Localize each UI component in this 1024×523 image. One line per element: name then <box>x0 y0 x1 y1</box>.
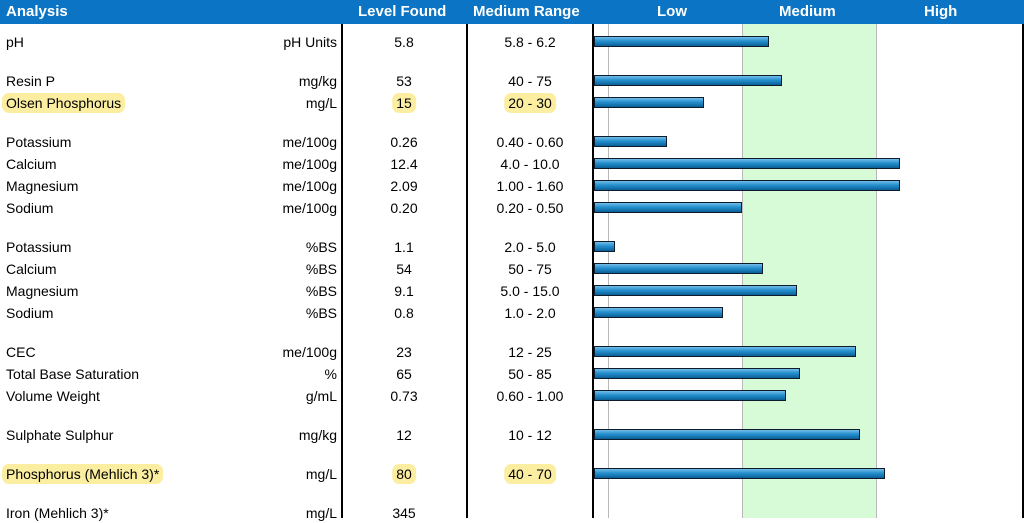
level-found-value: 1.1 <box>394 239 414 255</box>
analysis-name: Calcium <box>6 261 57 277</box>
medium-range-value: 12 - 25 <box>508 344 552 360</box>
medium-range-value: 5.0 - 15.0 <box>500 283 560 299</box>
analysis-name: pH <box>6 34 24 50</box>
medium-range-value: 40 - 70 <box>504 464 556 484</box>
unit-label: mg/kg <box>298 427 337 443</box>
level-found-value: 345 <box>392 505 416 521</box>
column-divider-level <box>466 24 468 518</box>
unit-label: me/100g <box>282 134 337 150</box>
unit-label: g/mL <box>305 388 337 404</box>
unit-label: %BS <box>305 283 337 299</box>
analysis-name: Calcium <box>6 156 57 172</box>
level-bar <box>594 263 764 274</box>
level-bar <box>594 285 797 296</box>
level-bar <box>594 136 667 147</box>
chart-right-edge <box>1022 24 1024 518</box>
level-bar <box>594 429 860 440</box>
table-header: Analysis Level Found Medium Range Low Me… <box>0 0 1024 24</box>
analysis-name: Potassium <box>6 239 72 255</box>
analysis-name: Iron (Mehlich 3)* <box>6 505 109 521</box>
level-found-value: 5.8 <box>394 34 414 50</box>
level-bar <box>594 202 742 213</box>
analysis-name: Phosphorus (Mehlich 3)* <box>2 464 164 484</box>
medium-range-value: 4.0 - 10.0 <box>500 156 560 172</box>
analysis-name: Total Base Saturation <box>6 366 140 382</box>
unit-label: pH Units <box>283 34 337 50</box>
unit-label: me/100g <box>282 344 337 360</box>
level-found-value: 80 <box>392 464 416 484</box>
medium-range-value: 0.20 - 0.50 <box>496 200 564 216</box>
analysis-name: Potassium <box>6 134 72 150</box>
level-bar <box>594 241 615 252</box>
analysis-name: CEC <box>6 344 36 360</box>
medium-range-value: 20 - 30 <box>504 93 556 113</box>
low-scale-label: Low <box>657 3 687 20</box>
level-found-value: 12.4 <box>390 156 418 172</box>
analysis-name: Resin P <box>6 73 56 89</box>
unit-label: %BS <box>305 239 337 255</box>
medium-range-value: 0.40 - 0.60 <box>496 134 564 150</box>
unit-label: mg/L <box>305 505 337 521</box>
analysis-header: Analysis <box>6 3 68 20</box>
unit-label: mg/L <box>305 466 337 482</box>
medium-range-value: 1.00 - 1.60 <box>496 178 564 194</box>
level-bar <box>594 307 724 318</box>
level-found-value: 0.73 <box>390 388 418 404</box>
level-bar <box>594 468 886 479</box>
level-found-value: 23 <box>396 344 412 360</box>
analysis-name: Volume Weight <box>6 388 100 404</box>
analysis-name: Magnesium <box>6 283 79 299</box>
level-bar <box>594 75 783 86</box>
level-found-value: 0.20 <box>390 200 418 216</box>
analysis-name: Sodium <box>6 305 54 321</box>
medium-range-value: 40 - 75 <box>508 73 552 89</box>
level-found-value: 15 <box>392 93 416 113</box>
medium-scale-label: Medium <box>779 3 836 20</box>
medium-range-value: 1.0 - 2.0 <box>504 305 556 321</box>
medium-range-value: 50 - 75 <box>508 261 552 277</box>
level-found-value: 9.1 <box>394 283 414 299</box>
level-bar <box>594 368 800 379</box>
analysis-name: Sodium <box>6 200 54 216</box>
level-bar <box>594 180 901 191</box>
unit-label: % <box>324 366 337 382</box>
level-bar <box>594 36 769 47</box>
level-bar <box>594 346 856 357</box>
unit-label: me/100g <box>282 178 337 194</box>
medium-range-value: 0.60 - 1.00 <box>496 388 564 404</box>
level-bar <box>594 97 705 108</box>
unit-label: mg/kg <box>298 73 337 89</box>
column-divider-range <box>592 24 594 518</box>
medium-range-value: 2.0 - 5.0 <box>504 239 556 255</box>
analysis-name: Sulphate Sulphur <box>6 427 114 443</box>
level-found-value: 0.26 <box>390 134 418 150</box>
level-found-value: 65 <box>396 366 412 382</box>
analysis-name: Olsen Phosphorus <box>2 93 126 113</box>
level-found-value: 2.09 <box>390 178 418 194</box>
unit-label: me/100g <box>282 200 337 216</box>
level-found-header: Level Found <box>358 3 447 20</box>
unit-label: mg/L <box>305 95 337 111</box>
medium-range-value: 5.8 - 6.2 <box>504 34 556 50</box>
column-divider-analysis <box>341 24 343 518</box>
level-found-value: 0.8 <box>394 305 414 321</box>
unit-label: %BS <box>305 261 337 277</box>
medium-range-value: 10 - 12 <box>508 427 552 443</box>
unit-label: me/100g <box>282 156 337 172</box>
analysis-name: Magnesium <box>6 178 79 194</box>
medium-range-header: Medium Range <box>473 3 580 20</box>
high-scale-label: High <box>924 3 958 20</box>
level-found-value: 54 <box>396 261 412 277</box>
level-found-value: 12 <box>396 427 412 443</box>
level-found-value: 53 <box>396 73 412 89</box>
medium-end-gridline <box>876 24 877 518</box>
unit-label: %BS <box>305 305 337 321</box>
level-bar <box>594 390 787 401</box>
medium-range-value: 50 - 85 <box>508 366 552 382</box>
level-bar <box>594 158 901 169</box>
